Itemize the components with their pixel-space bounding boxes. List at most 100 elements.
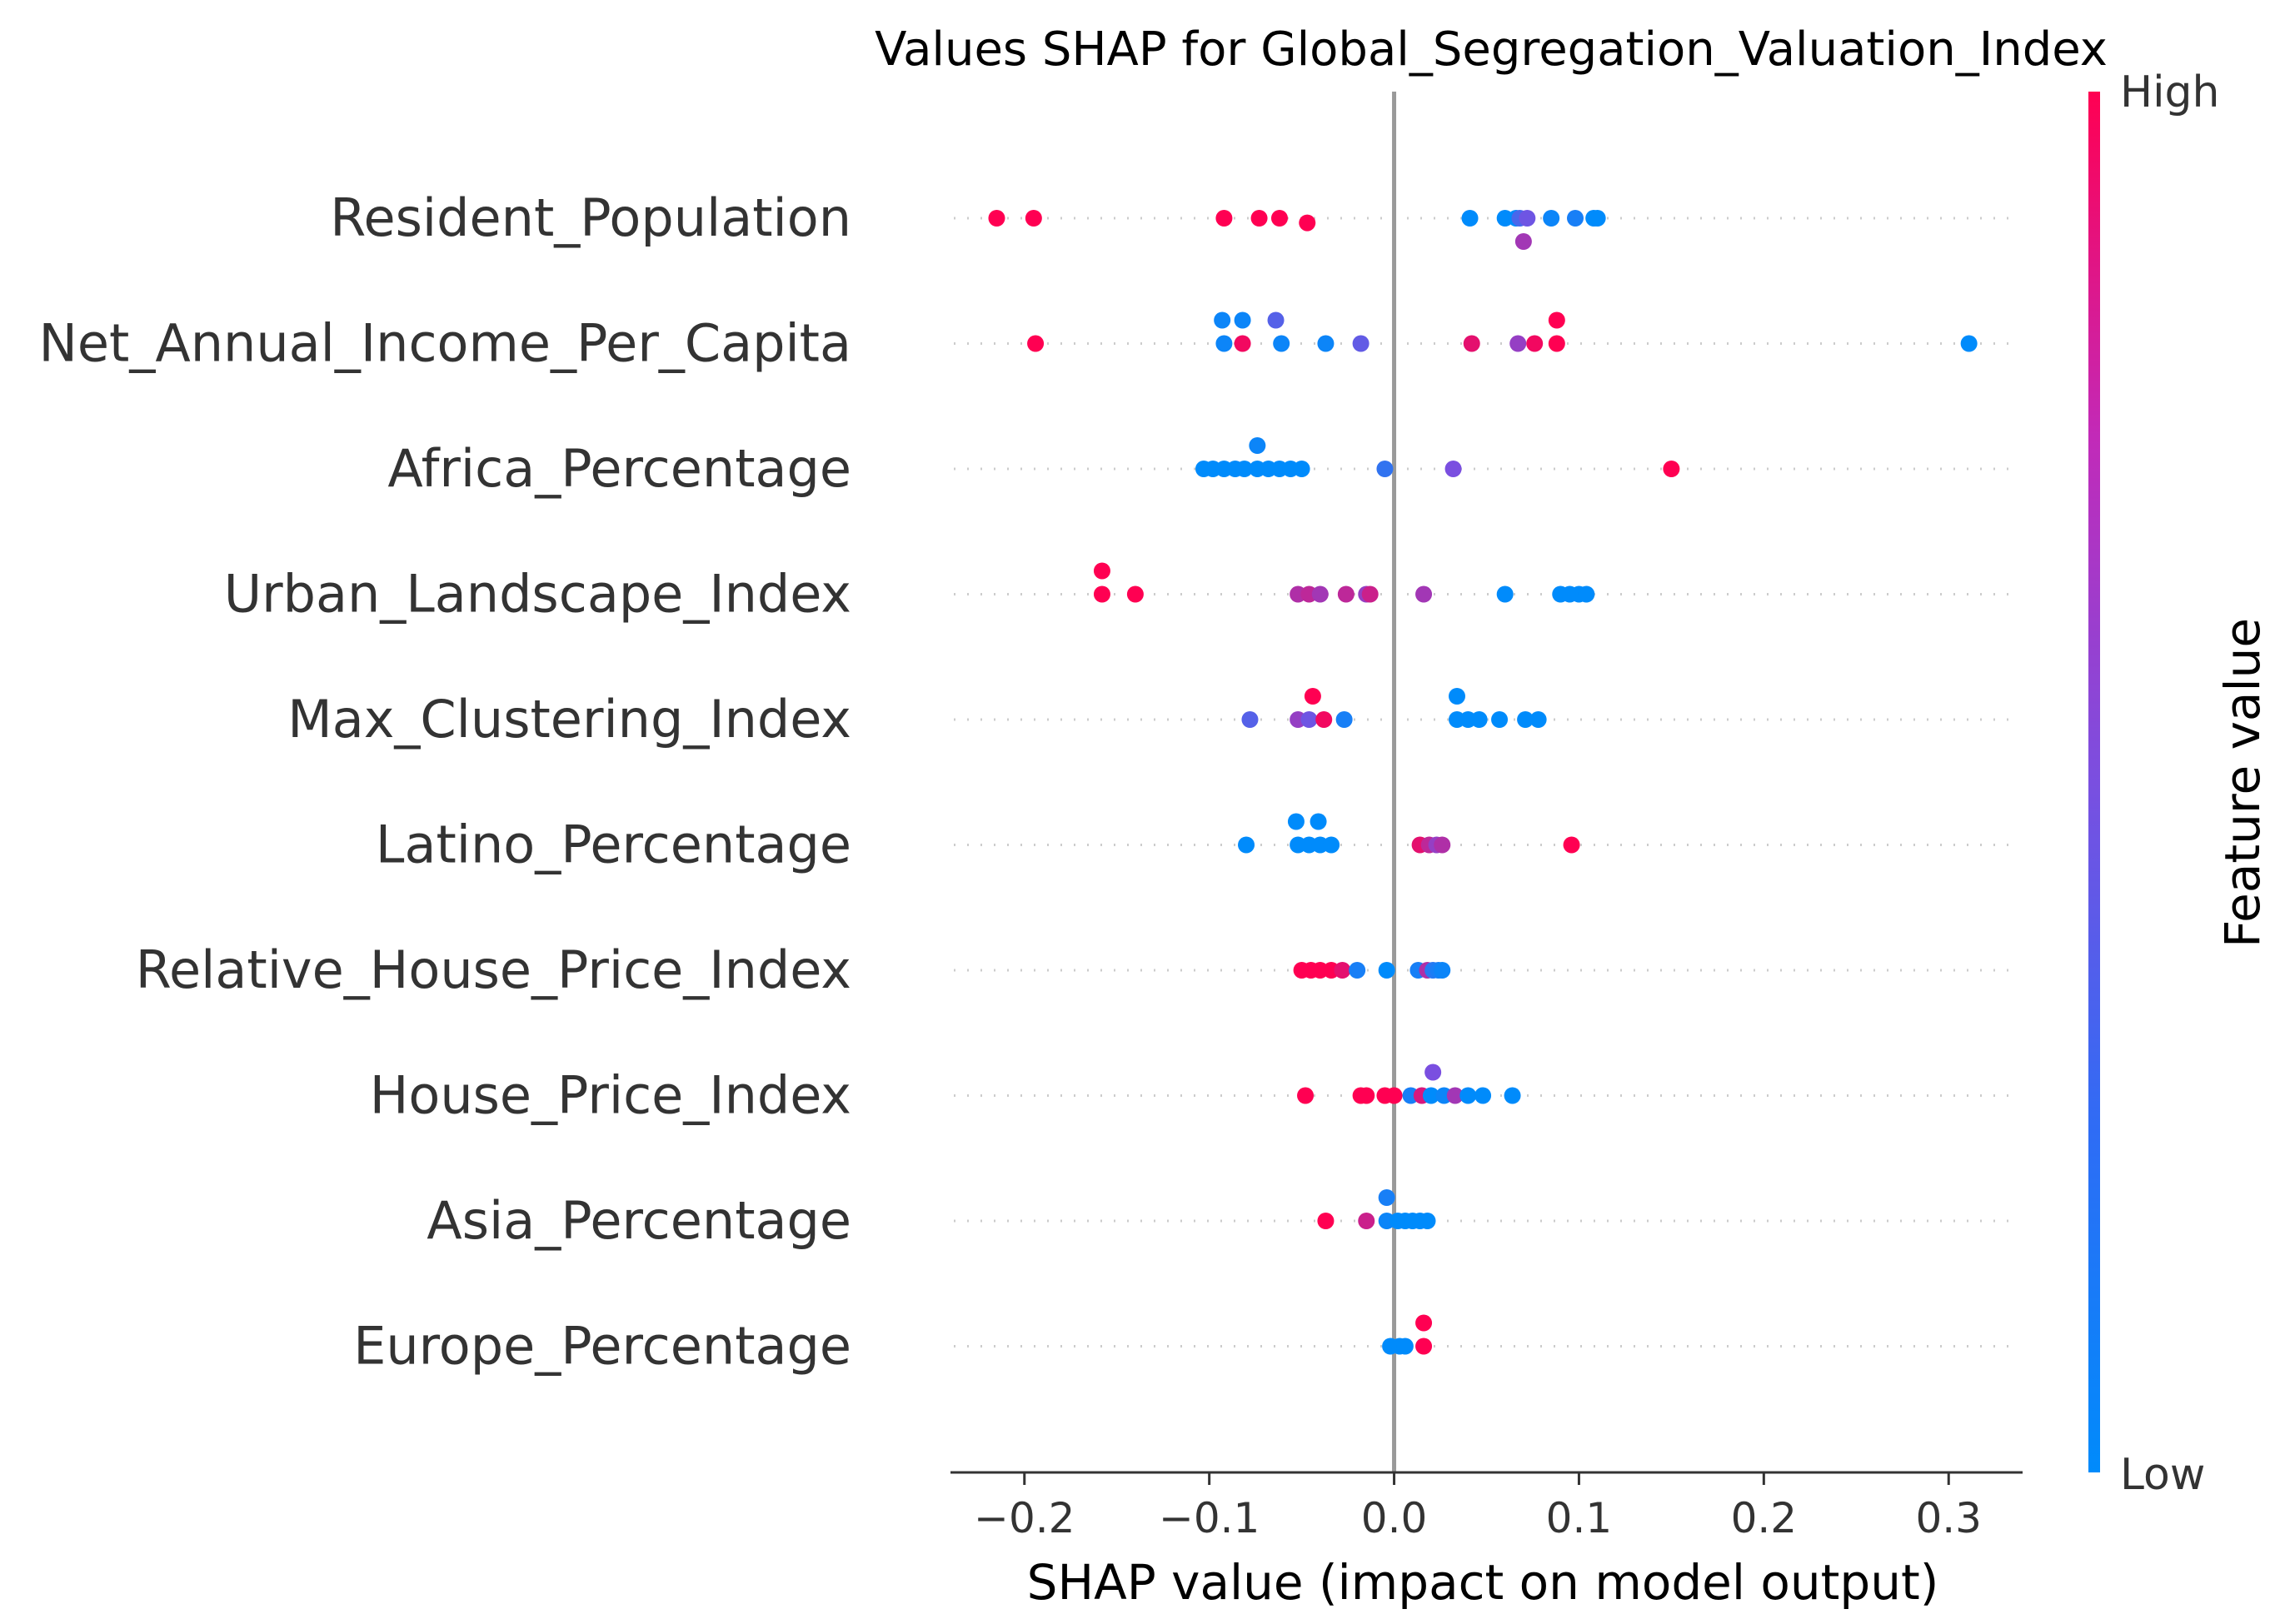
shap-point (1234, 335, 1251, 352)
feature-label: Relative_House_Price_Index (136, 939, 851, 1000)
colorbar (2088, 92, 2100, 1472)
feature-label: Africa_Percentage (387, 438, 851, 499)
shap-point (1517, 711, 1534, 728)
shap-point (1300, 711, 1318, 728)
shap-point (1543, 210, 1560, 227)
shap-point (1025, 210, 1042, 227)
shap-point (1235, 461, 1253, 477)
shap-point (1293, 461, 1310, 477)
shap-point (988, 210, 1005, 227)
shap-point (1273, 335, 1290, 352)
shap-point (1589, 210, 1606, 227)
shap-point (1270, 210, 1288, 227)
shap-point (1311, 585, 1329, 603)
shap-point (1519, 210, 1536, 227)
shap-point (1434, 962, 1451, 979)
feature-label: Net_Annual_Income_Per_Capita (39, 313, 851, 374)
feature-label: House_Price_Index (370, 1065, 851, 1126)
shap-point (1434, 836, 1451, 854)
shap-point (1267, 311, 1285, 329)
shap-point (1287, 813, 1305, 830)
shap-point (1299, 214, 1316, 232)
shap-point (1315, 711, 1333, 728)
x-tick-label: 0.3 (1915, 1494, 1982, 1542)
shap-point (1463, 335, 1480, 352)
shap-point (1358, 1213, 1375, 1229)
x-axis-title: SHAP value (impact on model output) (1027, 1554, 1939, 1611)
shap-point (1548, 311, 1565, 329)
shap-point (1415, 1338, 1433, 1355)
feature-label: Resident_Population (330, 187, 851, 248)
shap-point (1529, 711, 1547, 728)
shap-point (1474, 1087, 1492, 1104)
feature-label: Max_Clustering_Index (287, 689, 851, 750)
shap-point (1249, 437, 1266, 454)
shap-point (1385, 1087, 1403, 1104)
row-guides (954, 217, 2019, 1348)
shap-point (1563, 836, 1580, 854)
shap-point (1093, 562, 1110, 580)
x-tick-label: 0.2 (1731, 1494, 1798, 1542)
shap-point (1335, 711, 1353, 728)
shap-point (1378, 1189, 1395, 1206)
shap-point (1470, 711, 1488, 728)
shap-point (1496, 585, 1514, 603)
shap-point (1027, 335, 1045, 352)
shap-point (1352, 335, 1369, 352)
shap-point (1241, 711, 1259, 728)
shap-point (1317, 335, 1335, 352)
shap-point (1424, 1064, 1442, 1081)
shap-point (1358, 1087, 1375, 1104)
shap-point (1310, 813, 1327, 830)
shap-point (1446, 1087, 1464, 1104)
x-tick-label: 0.1 (1546, 1494, 1613, 1542)
shap-point (1396, 1338, 1414, 1355)
shap-point (1378, 962, 1395, 979)
shap-point (1548, 335, 1565, 352)
x-ticks: −0.2 −0.1 0.0 0.1 0.2 0.3 (974, 1472, 1982, 1542)
shap-point (1514, 233, 1532, 250)
shap-point (1422, 1087, 1439, 1104)
x-tick-label: −0.2 (974, 1494, 1075, 1542)
shap-point (1415, 1314, 1433, 1332)
x-tick-label: −0.1 (1159, 1494, 1260, 1542)
shap-point (1215, 210, 1233, 227)
shap-point (1093, 585, 1110, 603)
shap-point (1444, 461, 1462, 477)
x-tick-label: 0.0 (1361, 1494, 1428, 1542)
points-layer (988, 210, 1978, 1355)
feature-label: Urban_Landscape_Index (224, 564, 851, 625)
feature-labels: Resident_Population Net_Annual_Income_Per… (39, 187, 851, 1377)
shap-point (1215, 335, 1233, 352)
shap-point (1461, 210, 1479, 227)
shap-point (1337, 585, 1355, 603)
shap-point (1317, 1213, 1335, 1229)
shap-point (1250, 210, 1268, 227)
shap-point (1567, 210, 1584, 227)
shap-point (1297, 1087, 1315, 1104)
shap-point (1419, 1213, 1436, 1229)
shap-point (1376, 461, 1394, 477)
shap-point (1323, 836, 1340, 854)
shap-point (1459, 1087, 1477, 1104)
shap-point (1234, 311, 1251, 329)
colorbar-high-label: High (2120, 67, 2220, 117)
chart-title: Values SHAP for Global_Segregation_Valua… (875, 22, 2108, 77)
colorbar-title: Feature value (2214, 618, 2271, 948)
shap-point (1304, 688, 1321, 705)
shap-point (1126, 585, 1144, 603)
shap-point (1491, 711, 1509, 728)
shap-point (1349, 962, 1366, 979)
feature-label: Latino_Percentage (376, 814, 851, 875)
shap-point (1578, 585, 1595, 603)
feature-label: Asia_Percentage (427, 1190, 851, 1251)
shap-point (1504, 1087, 1521, 1104)
shap-point (1214, 311, 1231, 329)
shap-point (1334, 962, 1351, 979)
shap-point (1361, 585, 1379, 603)
shap-point (1509, 335, 1527, 352)
colorbar-low-label: Low (2120, 1450, 2205, 1500)
shap-point (1415, 585, 1433, 603)
shap-point (1526, 335, 1544, 352)
